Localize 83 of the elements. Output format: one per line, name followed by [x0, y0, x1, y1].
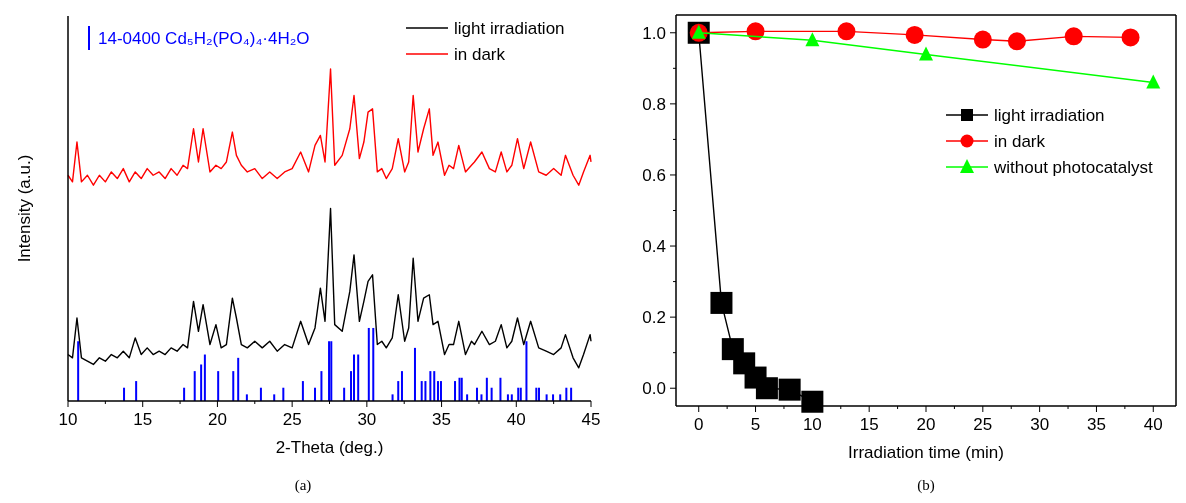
- bar: [429, 371, 432, 401]
- point: [905, 25, 924, 44]
- bar: [552, 394, 555, 401]
- bar: [193, 371, 196, 401]
- y-tick-label: 1.0: [642, 23, 666, 43]
- bar: [367, 327, 370, 401]
- bar: [559, 394, 562, 401]
- point: [1064, 27, 1083, 46]
- bar: [499, 377, 502, 401]
- bar: [200, 364, 203, 401]
- point: [710, 291, 733, 314]
- bar: [545, 394, 548, 401]
- legend-label: without photocatalyst: [993, 158, 1154, 177]
- bar: [301, 381, 304, 401]
- point: [919, 46, 933, 61]
- point: [1146, 74, 1161, 89]
- legend-label: light irradiation: [454, 19, 565, 38]
- x-tick-label: 40: [506, 410, 526, 429]
- bar: [357, 354, 360, 401]
- legend-label: in dark: [454, 45, 506, 64]
- x-tick-label: 30: [357, 410, 377, 429]
- bar: [232, 371, 235, 401]
- bar: [439, 381, 442, 401]
- bar: [485, 377, 488, 401]
- point: [805, 32, 820, 47]
- bar: [400, 371, 403, 401]
- x-tick-label: 0: [693, 415, 704, 434]
- x-tick-label: 25: [973, 415, 993, 434]
- x-axis-title: 2-Theta (deg.): [275, 438, 384, 457]
- bar: [245, 394, 248, 401]
- y-tick-label: 0.8: [642, 94, 666, 114]
- legend-label: 14-0400 Cd₅H₂(PO₄)₄·4H₂O: [98, 29, 310, 48]
- point: [1121, 28, 1140, 47]
- bar: [372, 327, 375, 401]
- bar: [353, 354, 356, 401]
- legend-label: light irradiation: [994, 106, 1105, 125]
- y-tick-label: 0.4: [642, 237, 666, 257]
- x-tick-label: 15: [859, 415, 879, 434]
- bar: [413, 347, 416, 401]
- legend-label: in dark: [994, 132, 1046, 151]
- x-axis-title: Irradiation time (min): [848, 443, 1004, 462]
- x-tick-label: 35: [432, 410, 452, 429]
- x-tick-label: 35: [1086, 415, 1106, 434]
- y-tick-label: 0.0: [642, 379, 666, 399]
- x-tick-label: 15: [133, 410, 153, 429]
- bar: [237, 357, 240, 401]
- y-axis-title: Intensity (a.u.): [15, 154, 34, 263]
- y-tick-label: 0.2: [642, 308, 666, 328]
- bar: [391, 394, 394, 401]
- bar: [436, 381, 439, 401]
- text: (b): [917, 477, 935, 494]
- bar: [420, 381, 423, 401]
- bar: [203, 354, 206, 401]
- bar: [433, 371, 436, 401]
- bar: [466, 394, 469, 401]
- x-tick-label: 20: [207, 410, 227, 429]
- point: [837, 22, 856, 41]
- x-tick-label: 5: [750, 415, 761, 434]
- bar: [273, 394, 276, 401]
- x-tick-label: 30: [1030, 415, 1050, 434]
- bar: [506, 394, 509, 401]
- x-tick-label: 45: [581, 410, 601, 429]
- y-tick-label: 0.6: [642, 165, 666, 185]
- bar: [397, 381, 400, 401]
- bar: [480, 394, 483, 401]
- bar: [217, 371, 220, 401]
- bar: [525, 341, 528, 401]
- point: [1007, 32, 1026, 51]
- x-tick-label: 40: [1143, 415, 1163, 434]
- point: [778, 378, 801, 401]
- bar: [424, 381, 427, 401]
- x-tick-label: 10: [58, 410, 78, 429]
- point: [801, 390, 824, 413]
- bar: [320, 371, 323, 401]
- x-tick-label: 20: [916, 415, 936, 434]
- point: [755, 377, 778, 400]
- bar: [135, 381, 138, 401]
- text: (a): [294, 477, 312, 494]
- point: [973, 30, 992, 49]
- x-tick-label: 25: [282, 410, 302, 429]
- bar: [77, 341, 80, 401]
- bar: [454, 381, 457, 401]
- x-tick-label: 10: [802, 415, 822, 434]
